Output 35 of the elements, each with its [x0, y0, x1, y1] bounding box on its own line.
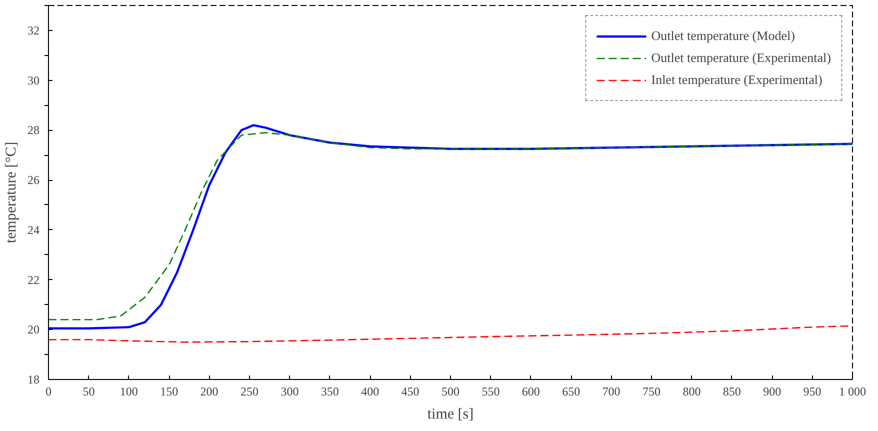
y-tick-label: 32	[28, 23, 40, 38]
x-tick-label: 100	[120, 384, 138, 398]
x-tick-label: 500	[442, 384, 460, 398]
x-tick-label: 650	[562, 384, 580, 398]
x-tick-label: 150	[160, 384, 178, 398]
x-tick-label: 450	[401, 384, 420, 398]
y-tick-label: 24	[28, 222, 40, 237]
x-tick-label: 1 000	[839, 384, 866, 398]
y-tick-label: 20	[28, 322, 40, 337]
x-tick-label: 200	[200, 384, 218, 398]
x-tick-label: 300	[280, 384, 299, 398]
x-tick-label: 950	[803, 384, 822, 398]
y-tick-label: 22	[28, 272, 40, 287]
x-tick-label: 600	[522, 384, 540, 398]
legend-label: Inlet temperature (Experimental)	[651, 72, 822, 88]
x-tick-label: 750	[642, 384, 660, 398]
y-axis-title: temperature [°C]	[4, 142, 20, 244]
legend-label: Outlet temperature (Experimental)	[651, 50, 831, 66]
legend-label: Outlet temperature (Model)	[651, 28, 795, 44]
x-tick-label: 50	[82, 384, 95, 398]
x-tick-label: 850	[722, 384, 741, 398]
y-tick-label: 26	[28, 173, 40, 188]
y-tick-label: 18	[28, 372, 40, 386]
y-tick-label: 30	[28, 73, 40, 88]
x-tick-label: 700	[602, 384, 620, 398]
line-series	[48, 325, 852, 343]
x-tick-label: 550	[482, 384, 500, 398]
y-tick-label: 28	[28, 123, 40, 138]
x-tick-label: 400	[361, 384, 380, 398]
x-tick-label: 800	[682, 384, 701, 398]
x-tick-label: 250	[240, 384, 258, 398]
x-axis-title: time [s]	[427, 406, 474, 422]
x-tick-label: 900	[763, 384, 782, 398]
x-tick-label: 350	[320, 384, 339, 398]
x-tick-label: 0	[46, 384, 52, 398]
